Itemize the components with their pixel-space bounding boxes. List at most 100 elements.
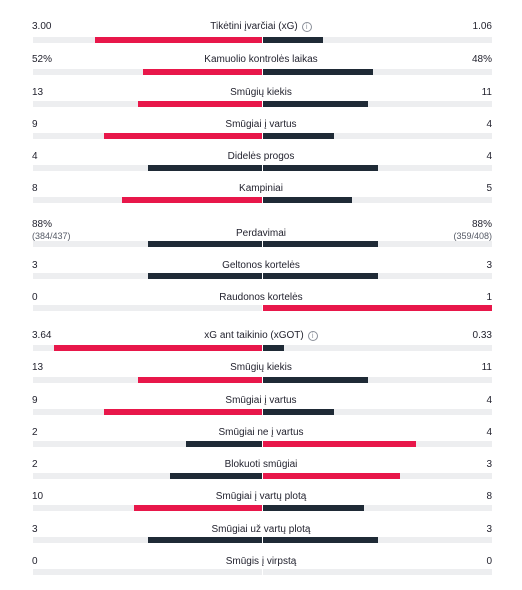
away-bar-track (263, 305, 492, 311)
stat-label-text: Smūgiai į vartus (225, 119, 297, 130)
home-bar-track (33, 37, 262, 43)
stat-label: Smūgiai į vartų plotą (120, 491, 402, 503)
stat-label: Raudonos kortelės (120, 292, 402, 304)
home-bar-track (33, 133, 262, 139)
home-bar-fill (147, 241, 262, 247)
home-bar-fill (147, 273, 262, 279)
away-sub-value: (359/408) (453, 231, 492, 241)
stat-label-text: xG ant taikinio (xGOT) (204, 330, 304, 341)
home-bar-track (33, 273, 262, 279)
home-value: 4 (32, 151, 38, 162)
home-bar-track (33, 305, 262, 311)
home-value: 2 (32, 459, 38, 470)
away-bar-fill (263, 345, 284, 351)
away-bar-fill (263, 37, 323, 43)
away-bar-fill (263, 241, 378, 247)
stat-label-text: Smūgių kiekis (230, 362, 292, 373)
away-bar-fill (263, 473, 401, 479)
stat-label: Smūgių kiekis (120, 87, 402, 99)
away-bar-track (263, 377, 492, 383)
stat-label: Geltonos kortelės (120, 260, 402, 272)
away-bar-track (263, 505, 492, 511)
stat-label: Smūgių kiekis (120, 362, 402, 374)
home-value: 0 (32, 292, 38, 303)
home-bar-track (33, 165, 262, 171)
away-bar-track (263, 441, 492, 447)
home-bar-track (33, 409, 262, 415)
stat-label-text: Kampiniai (239, 183, 283, 194)
stat-label-text: Geltonos kortelės (222, 260, 300, 271)
away-bar-fill (263, 69, 373, 75)
away-bar-track (263, 165, 492, 171)
away-bar-track (263, 241, 492, 247)
away-bar-fill (263, 273, 378, 279)
home-bar-track (33, 197, 262, 203)
home-value: 3.64 (32, 330, 52, 341)
stat-label: Didelės progos (120, 151, 402, 163)
away-value: 4 (486, 119, 492, 130)
away-value: 1.06 (472, 21, 492, 32)
home-value: 52% (32, 54, 53, 65)
home-value: 3.00 (32, 21, 52, 32)
stat-label-text: Smūgiai už vartų plotą (211, 524, 311, 535)
stat-label-text: Kamuolio kontrolės laikas (204, 54, 318, 65)
home-bar-fill (133, 505, 262, 511)
home-bar-track (33, 377, 262, 383)
away-bar-fill (263, 197, 353, 203)
home-value: 2 (32, 427, 38, 438)
away-value: 4 (486, 395, 492, 406)
info-icon[interactable]: i (307, 331, 318, 341)
home-bar-fill (104, 409, 262, 415)
home-bar-fill (94, 37, 262, 43)
home-bar-track (33, 569, 262, 575)
stat-label-text: Perdavimai (235, 228, 287, 239)
home-bar-track (33, 241, 262, 247)
away-value: 11 (481, 87, 492, 98)
home-bar-track (33, 101, 262, 107)
away-value: 5 (486, 183, 492, 194)
away-bar-track (263, 569, 492, 575)
away-value: 3 (486, 524, 492, 535)
home-bar-fill (142, 69, 262, 75)
stat-label: Tikėtini įvarčiai (xG) i (120, 21, 402, 33)
away-bar-track (263, 37, 492, 43)
stat-label-text: Raudonos kortelės (219, 292, 303, 303)
home-bar-fill (170, 473, 262, 479)
home-value: 3 (32, 260, 38, 271)
stat-label-text: Smūgis į virpstą (225, 556, 297, 567)
home-value: 9 (32, 395, 38, 406)
stat-label: Smūgis į virpstą (120, 556, 402, 568)
home-bar-fill (147, 537, 262, 543)
stat-label: Smūgiai ne į vartus (120, 427, 402, 439)
stat-label-text: Smūgiai į vartų plotą (215, 491, 307, 502)
stat-label-text: Blokuoti smūgiai (224, 459, 298, 470)
away-value: 48% (471, 54, 492, 65)
stat-label-text: Tikėtini įvarčiai (xG) (210, 21, 298, 32)
stat-label: Kamuolio kontrolės laikas (120, 54, 402, 66)
away-bar-track (263, 133, 492, 139)
away-bar-track (263, 409, 492, 415)
away-bar-fill (263, 305, 492, 311)
stat-label-text: Smūgiai į vartus (225, 395, 297, 406)
stat-label-text: Smūgiai ne į vartus (218, 427, 304, 438)
home-bar-track (33, 441, 262, 447)
away-value: 11 (481, 362, 492, 373)
away-bar-fill (263, 505, 364, 511)
home-bar-fill (138, 377, 262, 383)
away-value: 88% (471, 219, 492, 230)
home-value: 88% (32, 219, 53, 230)
home-bar-track (33, 537, 262, 543)
away-value: 1 (486, 292, 492, 303)
info-icon[interactable]: i (301, 22, 312, 32)
stat-label: Blokuoti smūgiai (120, 459, 402, 471)
home-value: 13 (32, 362, 44, 373)
home-sub-value: (384/437) (32, 231, 71, 241)
away-bar-track (263, 345, 492, 351)
home-value: 3 (32, 524, 38, 535)
stat-label: Smūgiai už vartų plotą (120, 524, 402, 536)
away-bar-fill (263, 133, 334, 139)
stat-label: Perdavimai (120, 228, 402, 240)
away-value: 8 (486, 491, 492, 502)
stat-label: Smūgiai į vartus (120, 119, 402, 131)
stat-label: xG ant taikinio (xGOT) i (120, 330, 402, 342)
